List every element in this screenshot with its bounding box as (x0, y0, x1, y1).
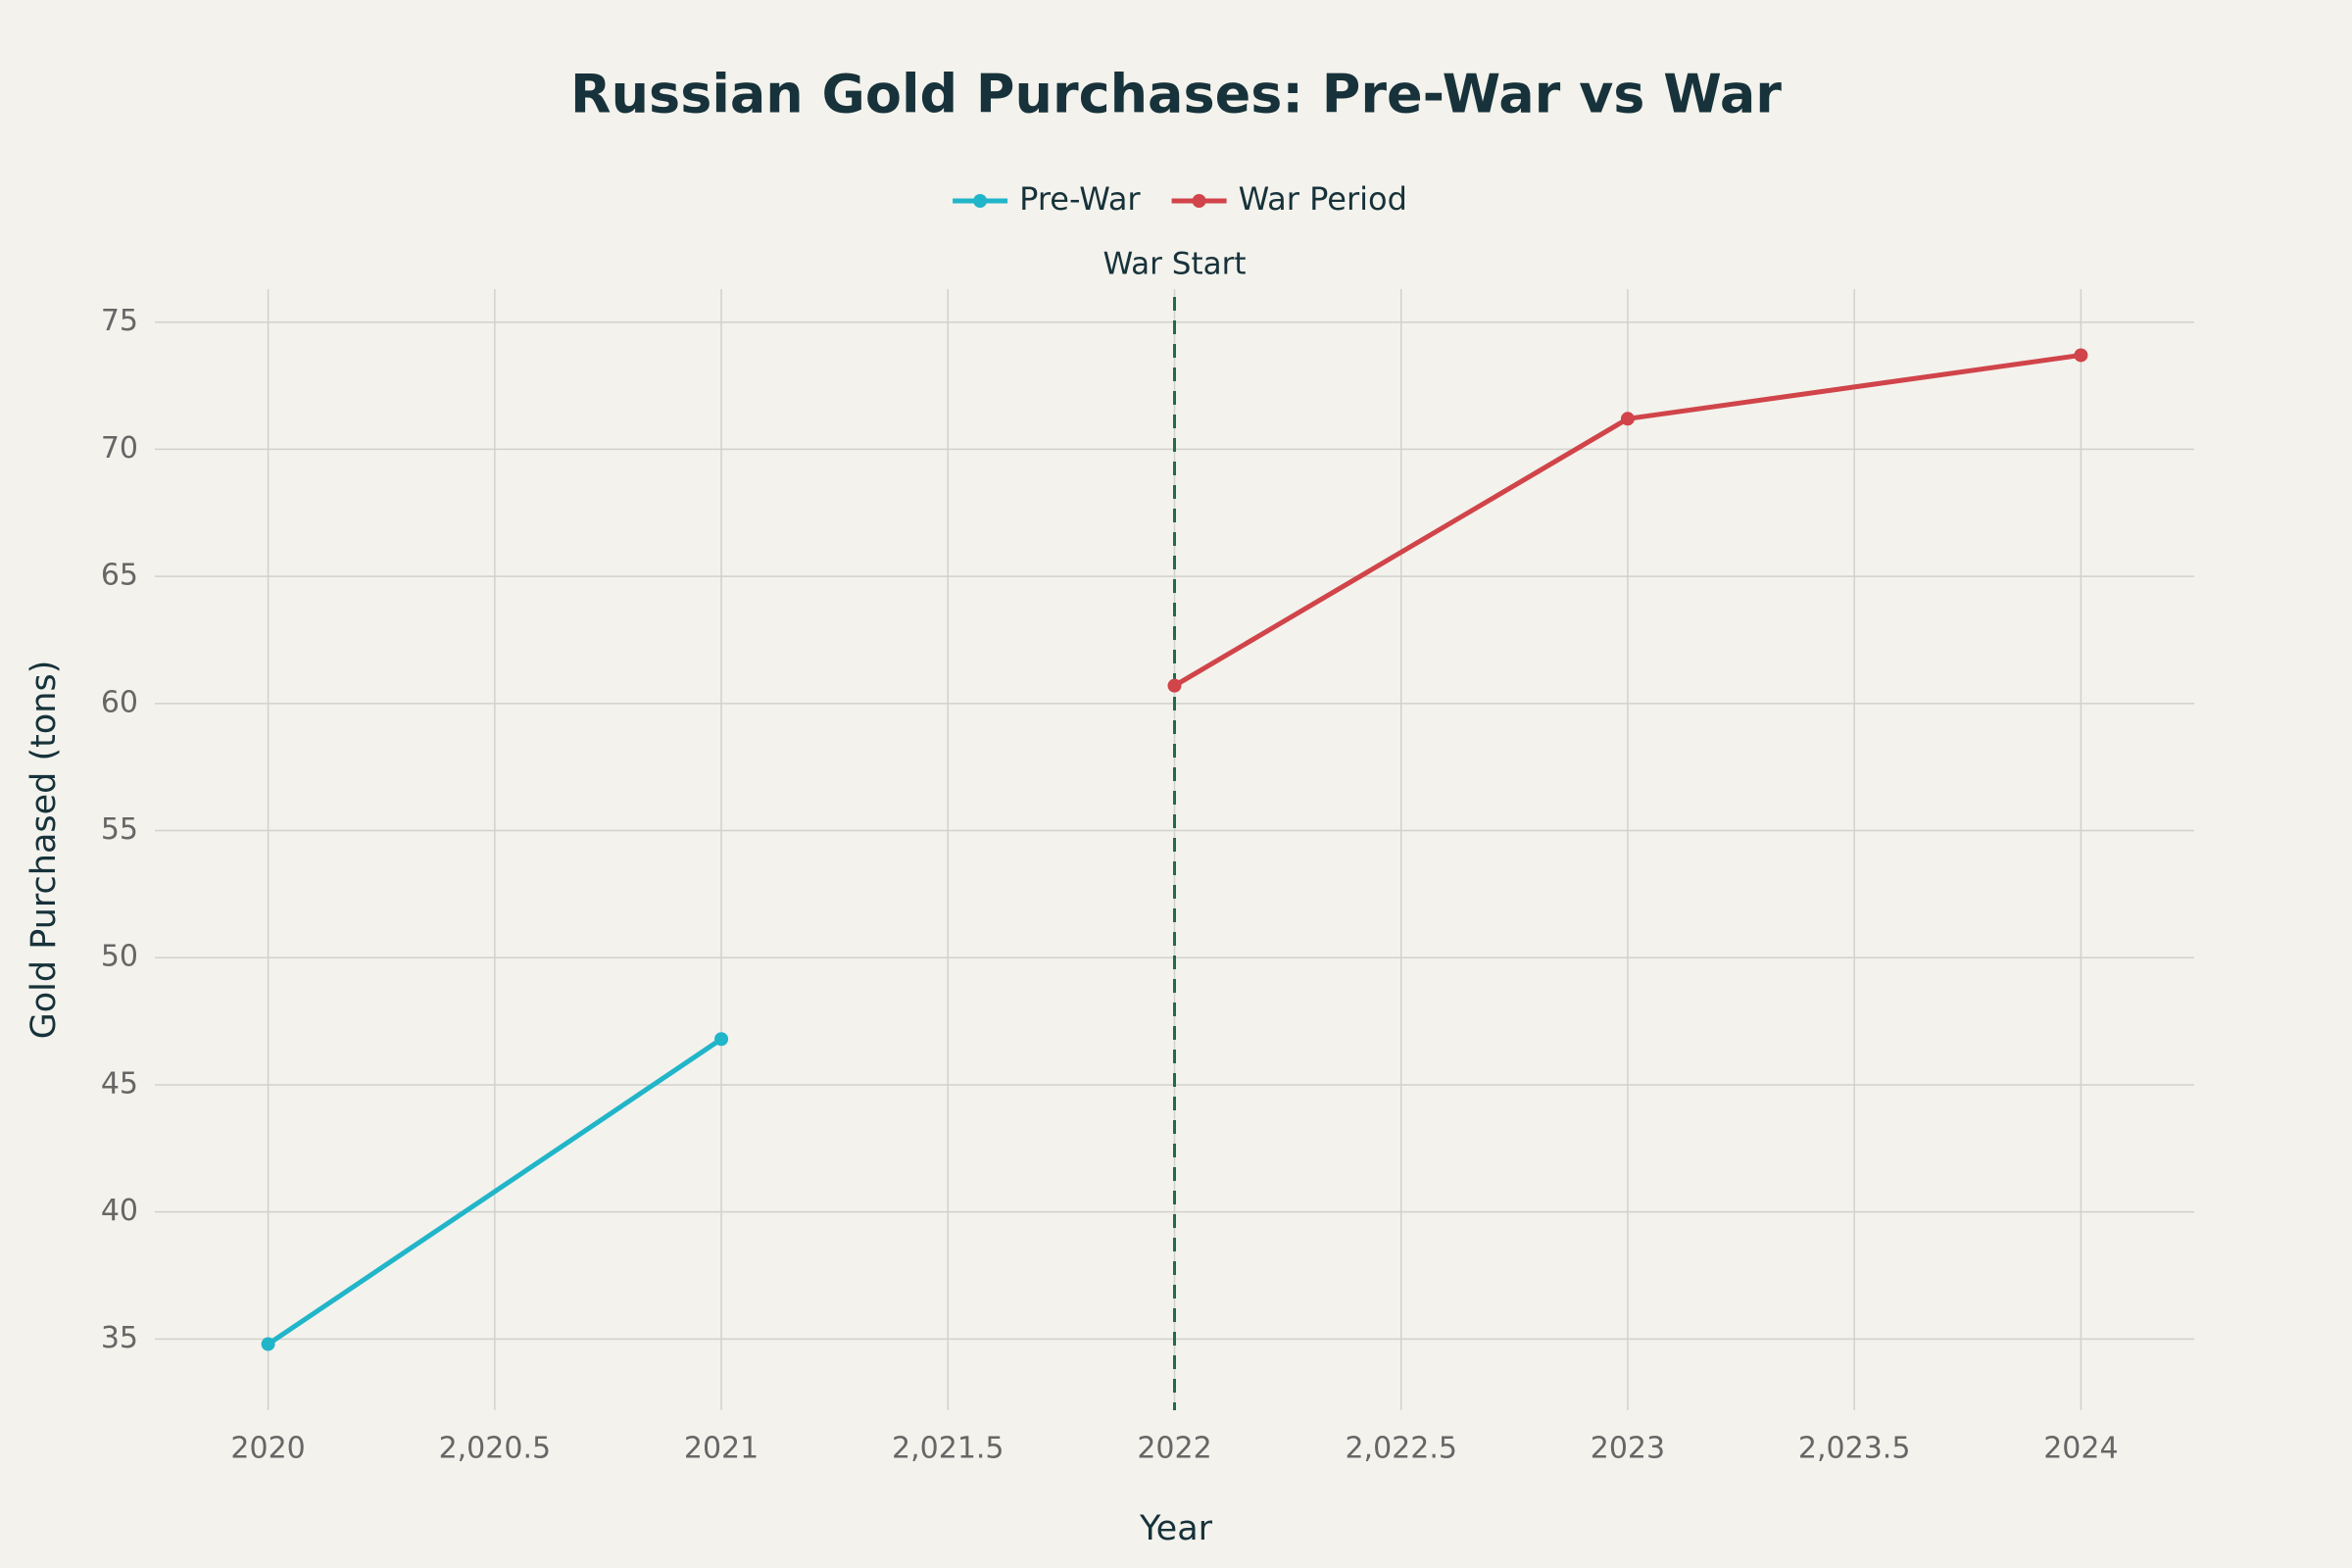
legend-marker (1192, 194, 1206, 208)
y-tick-label: 45 (101, 1066, 138, 1101)
legend-marker (973, 194, 988, 208)
data-point (2074, 348, 2088, 363)
x-tick-label: 2021 (684, 1432, 759, 1466)
data-point (1167, 678, 1182, 693)
y-tick-label: 65 (101, 559, 138, 593)
y-tick-label: 35 (101, 1321, 138, 1355)
x-tick-label: 2,020.5 (439, 1432, 552, 1466)
legend: Pre-War War Period (953, 180, 1407, 218)
series-line (267, 1037, 723, 1347)
legend-label: Pre-War (1019, 180, 1141, 218)
x-tick-label: 2,023.5 (1798, 1432, 1911, 1466)
y-axis-title: Gold Purchased (tons) (24, 661, 64, 1040)
x-axis-title: Year (1139, 1509, 1213, 1548)
legend-label: War Period (1239, 180, 1407, 218)
y-tick-label: 60 (101, 685, 138, 719)
x-tick-label: 2,021.5 (892, 1432, 1004, 1466)
x-tick-label: 2022 (1137, 1432, 1211, 1466)
x-tick-label: 2024 (2043, 1432, 2118, 1466)
data-point (714, 1032, 729, 1047)
x-tick-label: 2,022.5 (1345, 1432, 1457, 1466)
data-point (261, 1337, 275, 1351)
y-tick-label: 75 (101, 304, 138, 338)
y-tick-label: 50 (101, 940, 138, 974)
y-tick-label: 40 (101, 1194, 138, 1228)
y-tick-label: 55 (101, 812, 138, 847)
y-tick-label: 70 (101, 431, 138, 466)
data-point (1620, 412, 1635, 426)
x-tick-label: 2023 (1591, 1432, 1665, 1466)
annotation-label: War Start (1103, 247, 1247, 282)
chart-title: Russian Gold Purchases: Pre-War vs War (570, 64, 1782, 125)
x-tick-label: 2020 (230, 1432, 305, 1466)
